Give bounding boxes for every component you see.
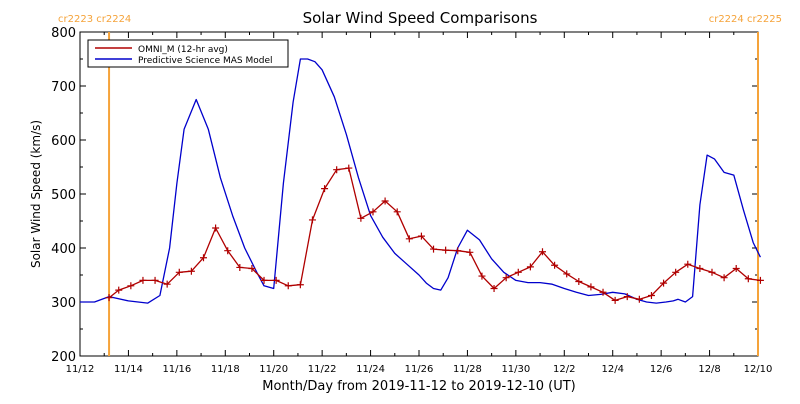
omni-data-point: [321, 185, 329, 193]
omni-data-point: [139, 276, 147, 284]
omni-data-point: [187, 267, 195, 275]
x-tick-label: 12/4: [601, 364, 623, 375]
legend-label: Predictive Science MAS Model: [138, 56, 273, 66]
y-tick-label: 400: [51, 242, 76, 257]
omni-data-point: [442, 246, 450, 254]
omni-data-point: [623, 293, 631, 301]
omni-data-point: [248, 265, 256, 273]
x-tick-label: 11/28: [453, 364, 482, 375]
omni-data-point: [466, 248, 474, 256]
carrington-label: cr2223 cr2224: [58, 14, 131, 25]
x-tick-label: 11/14: [114, 364, 143, 375]
omni-data-point: [430, 245, 438, 253]
x-tick-label: 11/22: [308, 364, 337, 375]
omni-data-point: [296, 281, 304, 289]
omni-data-point: [514, 268, 522, 276]
omni-data-point: [720, 274, 728, 282]
omni-data-point: [308, 216, 316, 224]
omni-data-point: [708, 268, 716, 276]
x-axis-label: Month/Day from 2019-11-12 to 2019-12-10 …: [262, 379, 575, 394]
omni-data-point: [260, 276, 268, 284]
omni-data-point: [345, 164, 353, 172]
legend-box: [87, 39, 289, 68]
plot-frame: [79, 31, 759, 357]
omni-data-point: [660, 279, 668, 287]
omni-data-point: [502, 274, 510, 282]
omni-data-point: [635, 295, 643, 303]
omni-data-point: [417, 232, 425, 240]
omni-data-point: [224, 247, 232, 255]
chart-title: Solar Wind Speed Comparisons: [303, 9, 538, 27]
omni-data-point: [369, 208, 377, 216]
omni-data-point: [587, 283, 595, 291]
x-tick-label: 11/24: [356, 364, 385, 375]
omni-data-point: [393, 208, 401, 216]
x-tick-label: 11/30: [501, 364, 530, 375]
omni-data-point: [611, 296, 619, 304]
x-tick-label: 11/12: [66, 364, 95, 375]
omni-data-point: [333, 166, 341, 174]
omni-data-point: [272, 276, 280, 284]
omni-data-point: [163, 280, 171, 288]
series-line-mas-model: [80, 58, 761, 304]
y-tick-label: 700: [51, 80, 76, 95]
x-tick-label: 11/20: [259, 364, 288, 375]
omni-data-point: [357, 214, 365, 222]
omni-data-point: [199, 254, 207, 262]
omni-data-point: [284, 282, 292, 290]
y-tick-label: 200: [51, 350, 76, 365]
omni-data-point: [696, 265, 704, 273]
omni-data-point: [212, 224, 220, 232]
omni-data-point: [744, 275, 752, 283]
x-tick-label: 12/6: [650, 364, 672, 375]
omni-data-point: [538, 248, 546, 256]
series-line-omni: [108, 167, 761, 302]
omni-data-point: [732, 265, 740, 273]
x-tick-label: 12/8: [698, 364, 720, 375]
omni-data-point: [672, 268, 680, 276]
legend-label: OMNI_M (12-hr avg): [138, 45, 228, 55]
omni-data-point: [684, 260, 692, 268]
x-tick-label: 11/18: [211, 364, 240, 375]
y-tick-label: 500: [51, 188, 76, 203]
omni-data-point: [115, 286, 123, 294]
y-tick-label: 300: [51, 296, 76, 311]
carrington-label: cr2224 cr2225: [709, 14, 782, 25]
omni-data-point: [151, 276, 159, 284]
x-tick-label: 11/16: [162, 364, 191, 375]
omni-data-point: [405, 235, 413, 243]
x-tick-label: 11/26: [405, 364, 434, 375]
y-tick-label: 600: [51, 134, 76, 149]
y-tick-label: 800: [51, 26, 76, 41]
omni-data-point: [236, 263, 244, 271]
omni-data-point: [756, 276, 764, 284]
x-tick-label: 12/10: [744, 364, 773, 375]
x-tick-label: 12/2: [553, 364, 575, 375]
omni-data-point: [563, 270, 571, 278]
omni-data-point: [647, 292, 655, 300]
omni-data-point: [599, 288, 607, 296]
omni-data-point: [381, 197, 389, 205]
omni-data-point: [175, 268, 183, 276]
omni-data-point: [454, 247, 462, 255]
omni-data-point: [490, 285, 498, 292]
omni-data-point: [551, 261, 559, 269]
omni-data-point: [105, 294, 113, 302]
omni-data-point: [478, 272, 486, 280]
y-axis-label: Solar Wind Speed (km/s): [29, 120, 43, 268]
omni-data-point: [526, 263, 534, 271]
omni-data-point: [575, 277, 583, 285]
omni-data-point: [127, 282, 135, 290]
